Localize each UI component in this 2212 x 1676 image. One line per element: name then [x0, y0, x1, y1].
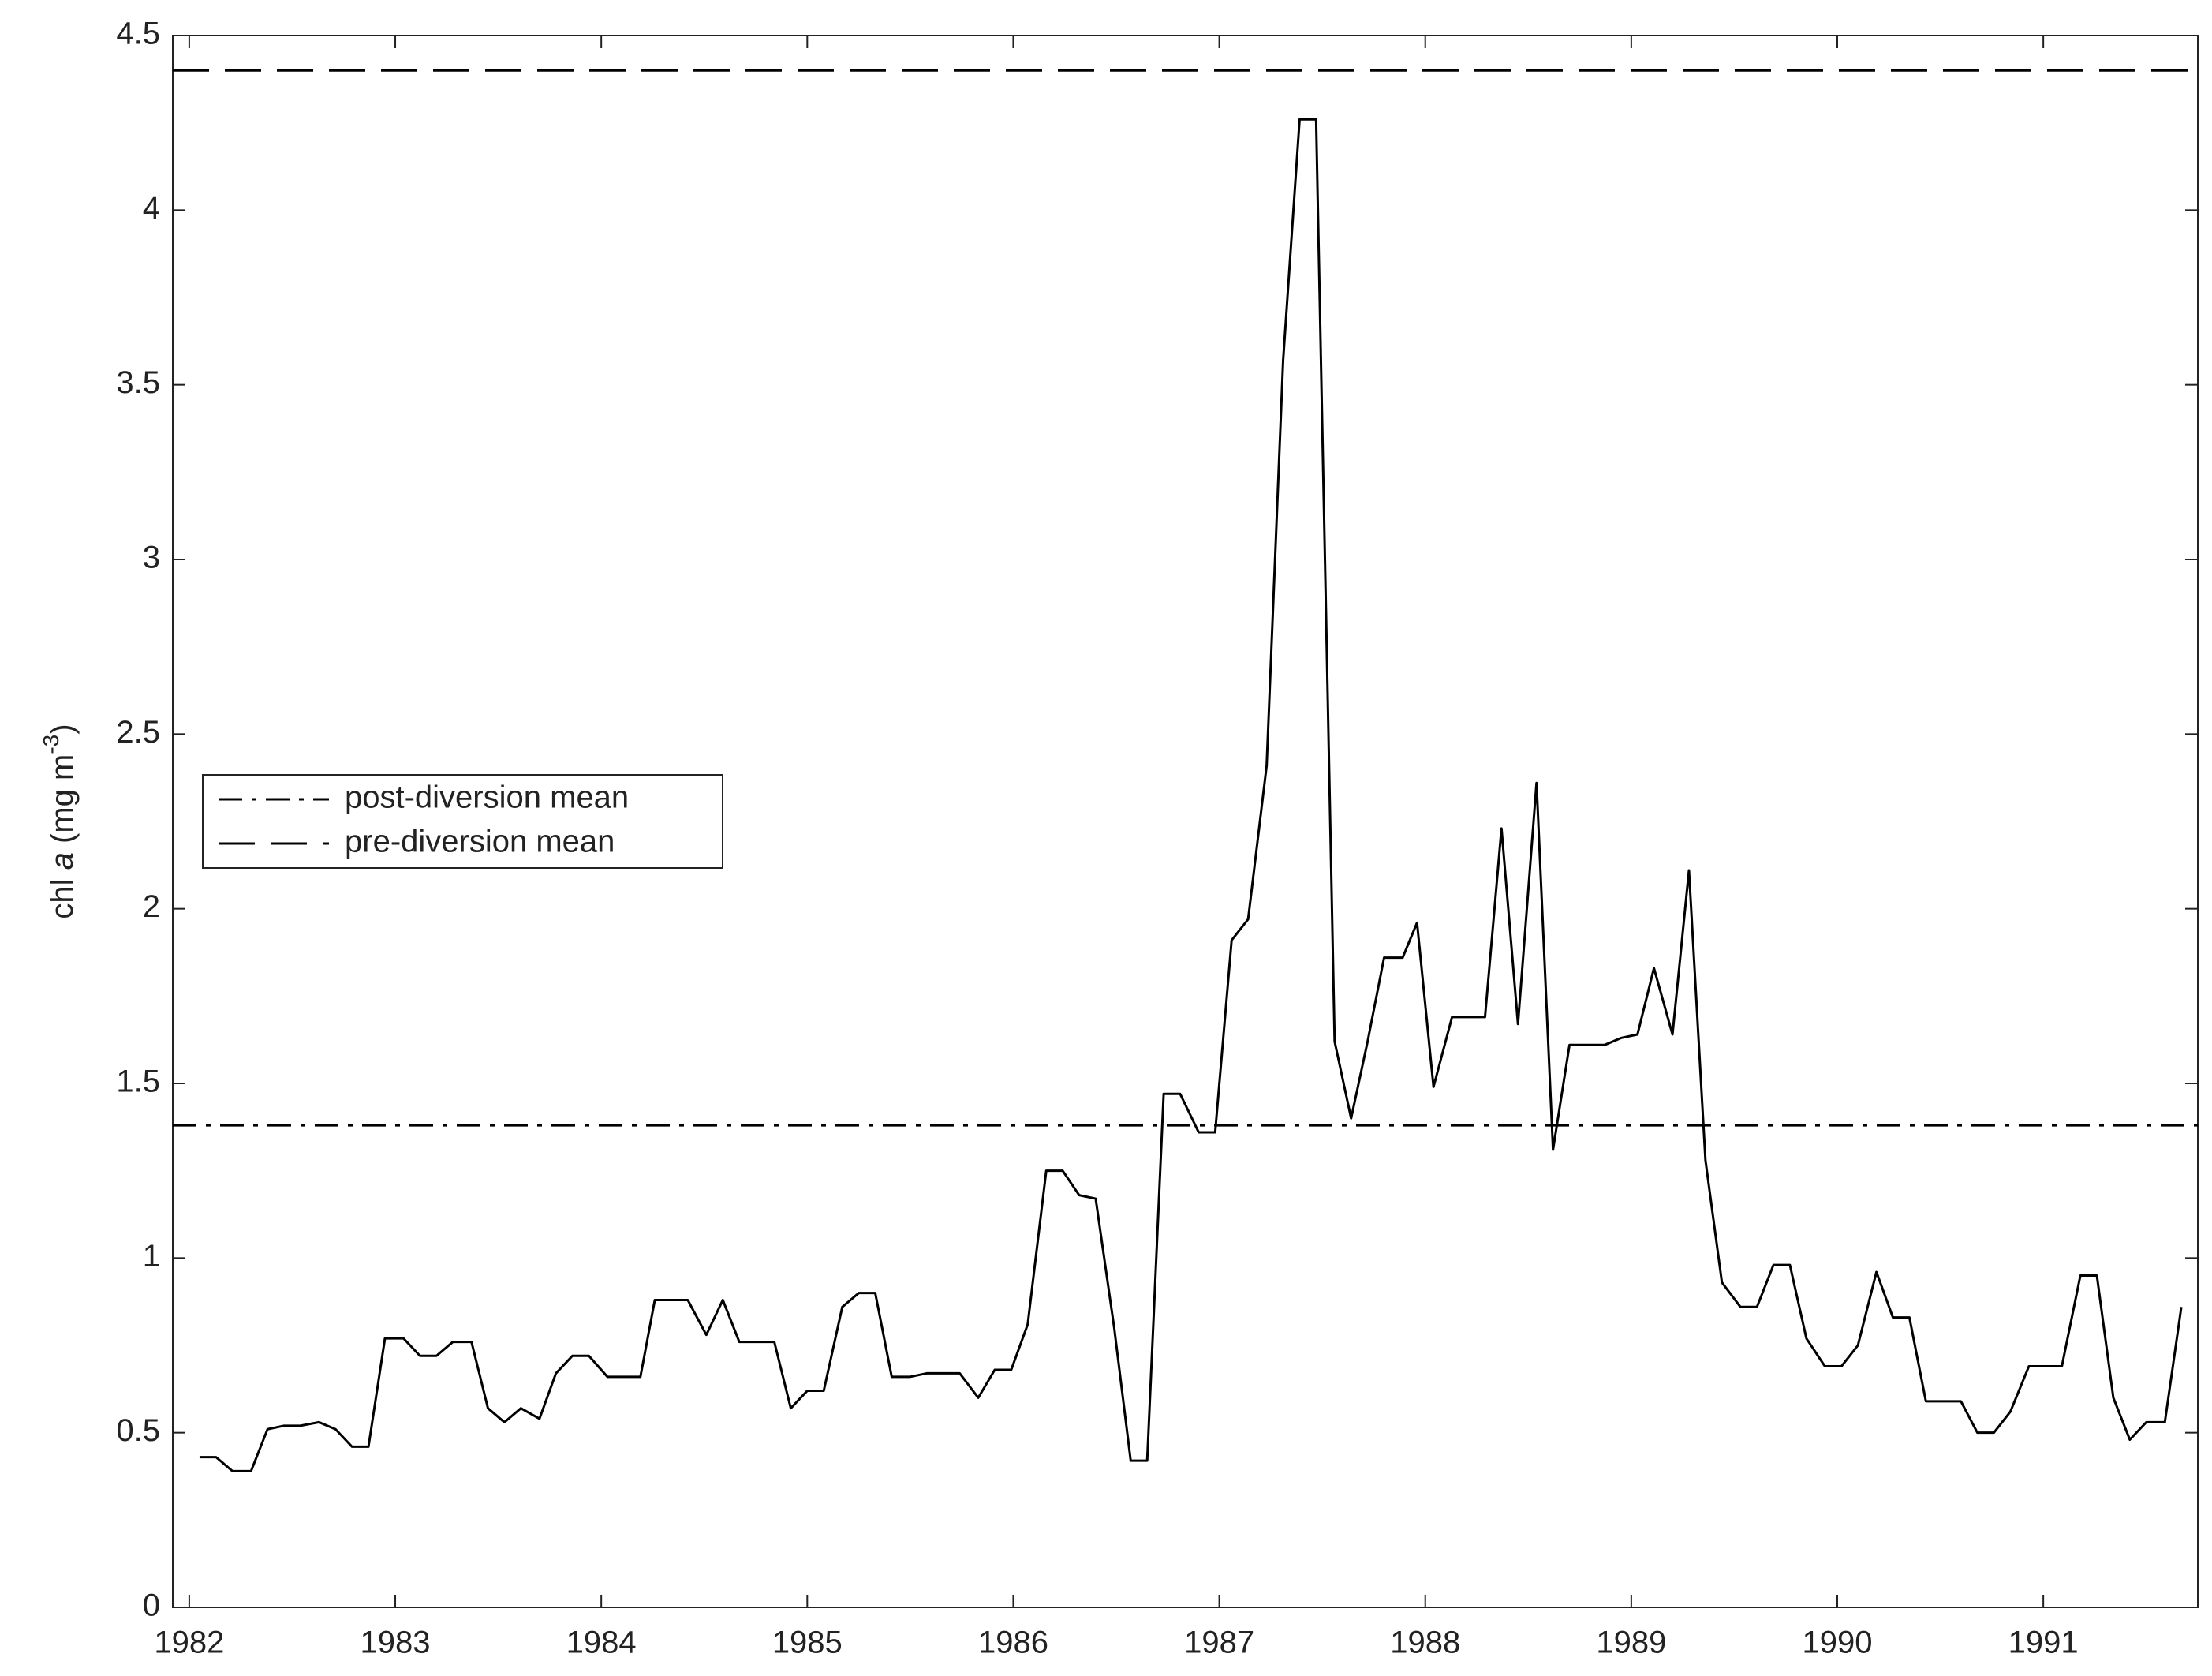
legend-label: pre-diversion mean [345, 825, 615, 859]
y-tick-label: 3.5 [116, 365, 160, 400]
plot-frame [172, 35, 2199, 1608]
y-tick-label: 4 [143, 191, 160, 226]
x-tick-label: 1986 [978, 1625, 1048, 1660]
y-tick-label: 1.5 [116, 1064, 160, 1099]
x-tick-label: 1991 [2008, 1625, 2079, 1660]
y-axis-label: chl a (mg m-3) [39, 724, 79, 918]
x-tick-label: 1982 [154, 1625, 224, 1660]
x-tick-label: 1988 [1390, 1625, 1460, 1660]
y-label-part: -3 [39, 735, 63, 754]
y-label-part: ) [45, 724, 80, 734]
y-tick-label: 0 [143, 1588, 160, 1623]
x-tick-label: 1984 [566, 1625, 637, 1660]
legend-label: post-diversion mean [345, 780, 629, 815]
y-tick-label: 4.5 [116, 17, 160, 51]
y-tick-label: 2 [143, 889, 160, 924]
x-tick-label: 1983 [361, 1625, 431, 1660]
x-tick-label: 1990 [1803, 1625, 1873, 1660]
x-tick-label: 1985 [772, 1625, 843, 1660]
x-tick-label: 1987 [1184, 1625, 1254, 1660]
y-tick-label: 0.5 [116, 1413, 160, 1448]
legend-box [202, 774, 723, 869]
y-tick-label: 1 [143, 1239, 160, 1274]
y-tick-label: 2.5 [116, 715, 160, 750]
y-label-part: chl [45, 870, 80, 918]
data-line [199, 118, 2183, 1472]
y-tick-label: 3 [143, 541, 160, 575]
y-label-part: a [45, 852, 80, 870]
x-tick-label: 1989 [1596, 1625, 1666, 1660]
y-label-part: (mg m [45, 754, 80, 852]
